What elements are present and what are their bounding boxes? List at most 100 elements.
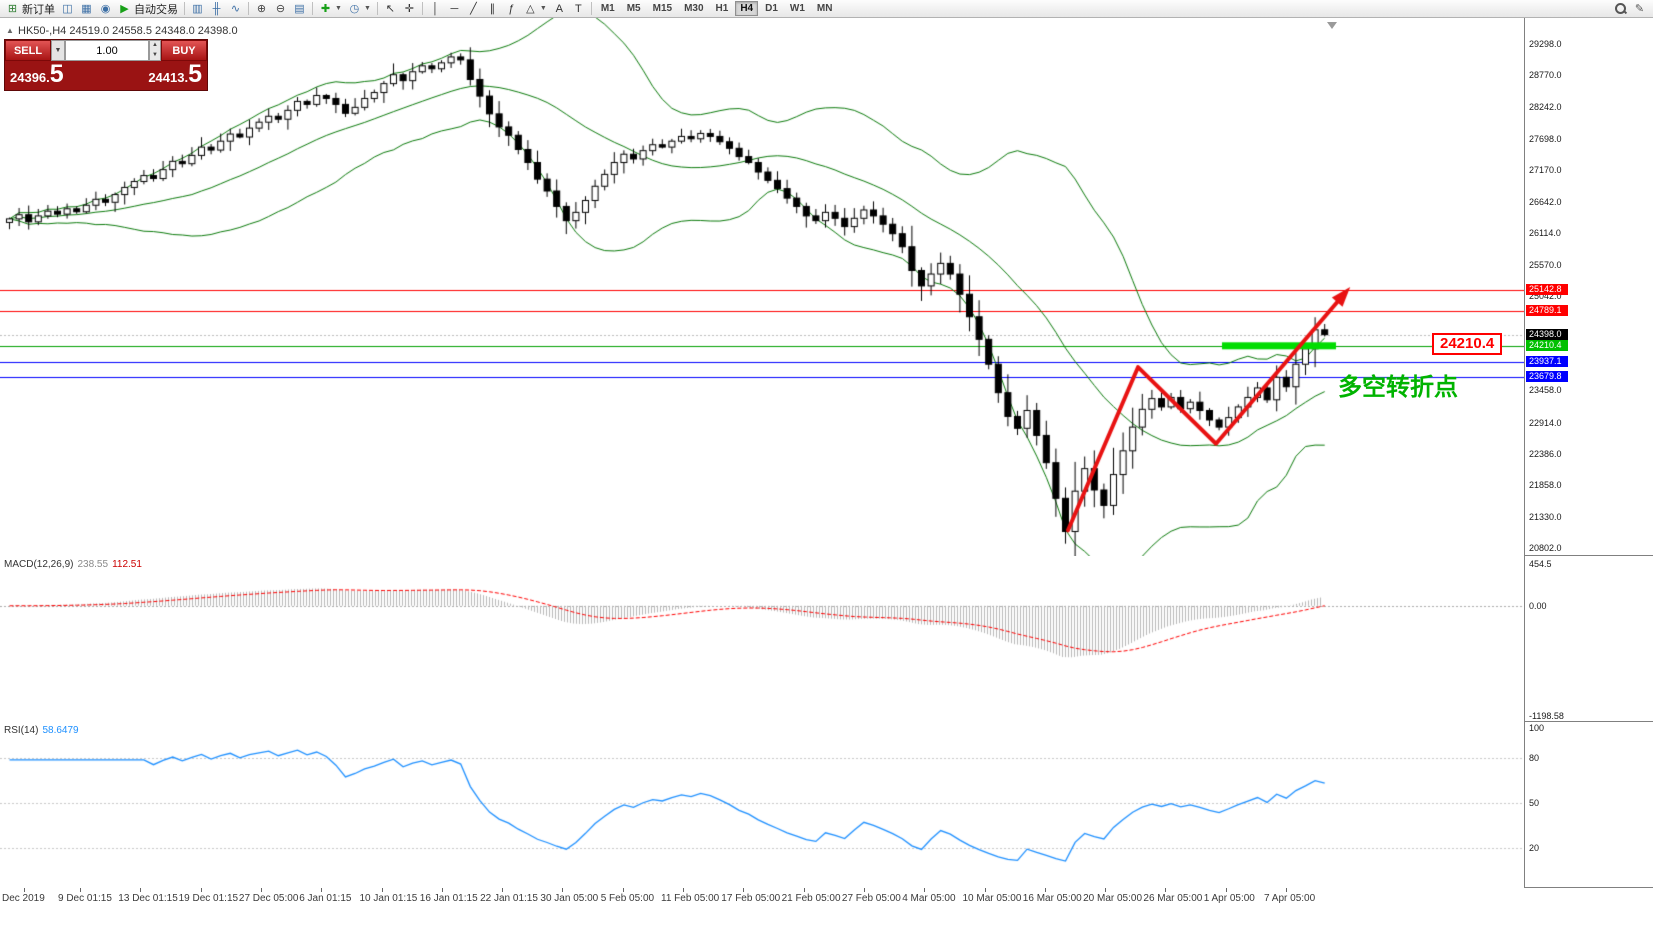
- chart-candles-button[interactable]: ╫: [207, 1, 226, 17]
- indicators-button[interactable]: ✚ ▼: [316, 1, 345, 17]
- rsi-axis-label: 50: [1529, 798, 1540, 808]
- price-axis-tag: 24789.1: [1526, 305, 1568, 317]
- volume-input[interactable]: 1.00: [65, 40, 149, 61]
- time-axis-label: 16 Mar 05:00: [1022, 893, 1082, 904]
- time-axis-label: 26 Mar 05:00: [1143, 893, 1203, 904]
- rsi-label: RSI(14) 58.6479: [4, 725, 79, 736]
- market-watch-button[interactable]: ▦: [77, 1, 96, 17]
- label-button[interactable]: T: [569, 1, 588, 17]
- time-axis-tick: [441, 888, 443, 892]
- cursor-button[interactable]: ↖: [381, 1, 400, 17]
- time-axis-tick: [803, 888, 805, 892]
- time-axis-label: 4 Mar 05:00: [902, 893, 956, 904]
- volume-dropdown-icon[interactable]: ▼: [51, 40, 65, 61]
- text-button[interactable]: A: [550, 1, 569, 17]
- hline-button[interactable]: ─: [445, 1, 464, 17]
- chart-bars-button[interactable]: ▥: [188, 1, 207, 17]
- sell-button[interactable]: SELL: [5, 40, 51, 61]
- price-axis-tag: 25142.8: [1526, 284, 1568, 296]
- channel-button[interactable]: ∥: [483, 1, 502, 17]
- turning-point-annotation: 多空转折点: [1338, 374, 1458, 401]
- price-axis-tag: 24398.0: [1526, 328, 1568, 340]
- macd-axis-label: 454.5: [1529, 559, 1552, 569]
- price-axis-label: 27698.0: [1529, 133, 1562, 144]
- price-axis-label: 20802.0: [1529, 543, 1562, 553]
- tf-M30[interactable]: M30: [684, 3, 704, 14]
- time-axis[interactable]: Dec 2019 9 Dec 01:15 13 Dec 01:15 19 Dec 01…: [0, 888, 1653, 912]
- auto-trading-button[interactable]: ▶ 自动交易: [115, 1, 181, 17]
- time-axis-label: 30 Jan 05:00: [540, 893, 599, 904]
- chart-ohlc-header: HK50-,H4 24519.0 24558.5 24348.0 24398.0: [18, 25, 238, 37]
- toolbar-separator: [184, 2, 185, 15]
- macd-panel: MACD(12,26,9) 238.55 112.51 454.5 0.00 -1198…: [0, 556, 1653, 722]
- tf-MN[interactable]: MN: [816, 3, 833, 14]
- volume-stepper[interactable]: ▲ ▼: [149, 40, 161, 61]
- time-axis-tick: [1165, 888, 1167, 892]
- tf-M15[interactable]: M15: [652, 3, 673, 14]
- shapes-button[interactable]: △ ▼: [521, 1, 550, 17]
- rsi-axis-label: 80: [1529, 753, 1540, 763]
- tile-windows-button[interactable]: ▤: [290, 1, 309, 17]
- price-axis-label: 28770.0: [1529, 70, 1562, 81]
- time-axis-tick: [140, 888, 142, 892]
- tf-M5[interactable]: M5: [626, 3, 641, 14]
- price-axis-label: 23458.0: [1529, 385, 1562, 396]
- price-axis[interactable]: 29298.0 28770.0 28242.0 27698.0 27170.0 26642…: [1524, 18, 1653, 555]
- time-axis-label: 17 Feb 05:00: [721, 893, 781, 904]
- buy-button[interactable]: BUY: [161, 40, 207, 61]
- new-order-button[interactable]: ⊞ 新订单: [3, 1, 58, 17]
- community-button[interactable]: ◉: [96, 1, 115, 17]
- toolbar-separator: [376, 2, 378, 15]
- time-axis-label: 16 Jan 01:15: [419, 893, 478, 904]
- toolbar-separator: [312, 2, 313, 15]
- edit-icon[interactable]: ✎: [1634, 2, 1645, 15]
- buy-price: 24413. 5: [148, 60, 202, 88]
- time-axis-label: 1 Apr 05:00: [1203, 893, 1255, 904]
- crosshair-button[interactable]: ✛: [400, 1, 419, 17]
- search-icon[interactable]: [1614, 2, 1627, 15]
- hline-icon: ─: [450, 2, 459, 15]
- price-axis-label: 29298.0: [1529, 39, 1562, 49]
- tf-W1[interactable]: W1: [789, 3, 805, 14]
- tf-D1[interactable]: D1: [765, 3, 778, 14]
- time-axis-label: 19 Dec 01:15: [178, 893, 239, 904]
- zoom-out-icon: ⊖: [275, 2, 286, 15]
- price-chart-canvas[interactable]: [0, 18, 1524, 556]
- market-watch-icon: ▦: [81, 2, 92, 15]
- trade-panel-toggle-icon[interactable]: ▲: [6, 26, 14, 35]
- label-icon: T: [574, 2, 582, 15]
- time-axis-tick: [1225, 888, 1227, 892]
- fibonacci-button[interactable]: ƒ: [502, 1, 521, 17]
- community-icon: ◉: [100, 2, 111, 15]
- time-axis-label: 6 Jan 01:15: [299, 893, 352, 904]
- time-axis-label: 22 Jan 01:15: [480, 893, 538, 904]
- toolbar-right: ✎: [1614, 2, 1650, 16]
- periods-button[interactable]: ◷ ▼: [345, 1, 374, 17]
- cursor-icon: ↖: [385, 2, 395, 15]
- zoom-in-button[interactable]: ⊕: [252, 1, 271, 17]
- chart-line-button[interactable]: ∿: [226, 1, 245, 17]
- price-axis-label: 26642.0: [1529, 196, 1562, 207]
- price-axis-label: 27170.0: [1529, 165, 1562, 176]
- zoom-out-button[interactable]: ⊖: [271, 1, 290, 17]
- price-axis-tag: 23937.1: [1526, 356, 1568, 368]
- trendline-button[interactable]: ╱: [464, 1, 483, 17]
- rsi-axis: 100 80 50 20: [1524, 722, 1653, 887]
- time-axis-tick: [381, 888, 383, 892]
- time-axis-tick: [1044, 888, 1046, 892]
- toolbar-separator: [421, 2, 423, 15]
- time-axis-label: 7 Apr 05:00: [1264, 893, 1316, 904]
- time-axis-tick: [622, 888, 624, 892]
- price-axis-label: 22386.0: [1529, 449, 1562, 460]
- tf-M1[interactable]: M1: [600, 3, 615, 14]
- price-chart-panel: ▲ HK50-,H4 24519.0 24558.5 24348.0 24398…: [0, 18, 1653, 556]
- vline-button[interactable]: │: [426, 1, 445, 17]
- tf-H4[interactable]: H4: [735, 1, 759, 16]
- charts-window-button[interactable]: ◫: [58, 1, 77, 17]
- tf-H1[interactable]: H1: [715, 3, 729, 14]
- new-order-button-label: 新订单: [22, 3, 55, 16]
- price-level-callout[interactable]: 24210.4: [1432, 333, 1503, 355]
- time-axis-tick: [1286, 888, 1287, 892]
- time-axis-tick: [863, 888, 865, 892]
- price-axis-label: 21858.0: [1529, 480, 1562, 491]
